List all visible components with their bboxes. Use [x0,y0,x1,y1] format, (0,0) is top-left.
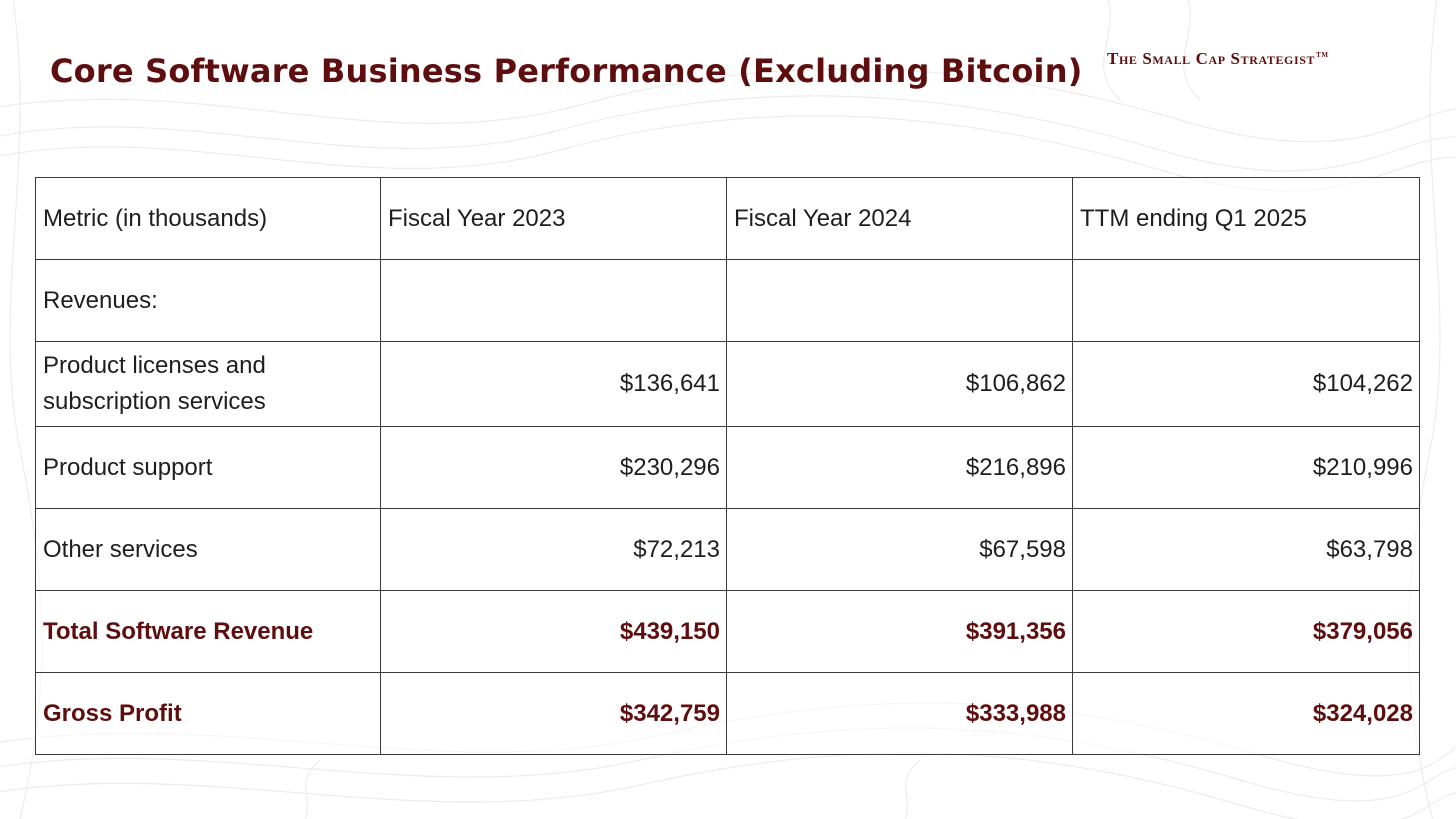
column-header-fy2024: Fiscal Year 2024 [726,177,1073,260]
empty-cell [380,259,727,342]
section-row-revenues: Revenues: [35,259,1420,342]
table-header-row: Metric (in thousands) Fiscal Year 2023 F… [35,177,1420,260]
cell-fy2024: $67,598 [726,508,1073,591]
table-row: Product support $230,296 $216,896 $210,9… [35,426,1420,509]
section-label-revenues: Revenues: [35,259,381,342]
financial-table: Metric (in thousands) Fiscal Year 2023 F… [35,177,1420,755]
cell-fy2024: $216,896 [726,426,1073,509]
table-row: Other services $72,213 $67,598 $63,798 [35,508,1420,591]
cell-fy2024: $106,862 [726,341,1073,427]
column-header-ttm-q1-2025: TTM ending Q1 2025 [1072,177,1420,260]
row-label: Other services [35,508,381,591]
brand-logo: The Small Cap StrategistTM [1107,49,1329,69]
brand-name: The Small Cap Strategist [1107,49,1316,68]
row-label: Gross Profit [35,672,381,755]
cell-fy2024: $333,988 [726,672,1073,755]
table-row-gross-profit: Gross Profit $342,759 $333,988 $324,028 [35,672,1420,755]
cell-ttm: $324,028 [1072,672,1420,755]
row-label: Total Software Revenue [35,590,381,673]
cell-fy2023: $136,641 [380,341,727,427]
cell-ttm: $104,262 [1072,341,1420,427]
column-header-metric: Metric (in thousands) [35,177,381,260]
cell-fy2023: $439,150 [380,590,727,673]
trademark-mark: TM [1316,51,1329,59]
row-label: Product support [35,426,381,509]
cell-ttm: $210,996 [1072,426,1420,509]
cell-fy2024: $391,356 [726,590,1073,673]
row-label: Product licenses and subscription servic… [35,341,381,427]
cell-fy2023: $230,296 [380,426,727,509]
cell-ttm: $379,056 [1072,590,1420,673]
table-row: Product licenses and subscription servic… [35,341,1420,427]
cell-fy2023: $72,213 [380,508,727,591]
page-title: Core Software Business Performance (Excl… [50,52,1083,90]
empty-cell [1072,259,1420,342]
cell-ttm: $63,798 [1072,508,1420,591]
table-row-total-revenue: Total Software Revenue $439,150 $391,356… [35,590,1420,673]
cell-fy2023: $342,759 [380,672,727,755]
column-header-fy2023: Fiscal Year 2023 [380,177,727,260]
empty-cell [726,259,1073,342]
